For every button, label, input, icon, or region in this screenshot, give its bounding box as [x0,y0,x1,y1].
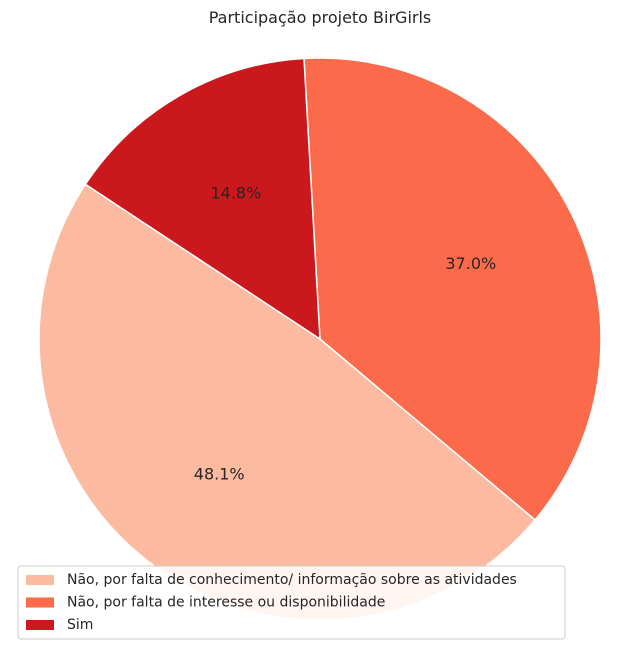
legend-frame [17,565,566,640]
slice-percent-label-2: 37.0% [445,254,496,273]
pie-slices [38,57,602,621]
legend-label-2: Não, por falta de interesse ou disponibi… [67,595,385,611]
legend: Não, por falta de conhecimento/ informaç… [17,565,566,640]
legend-label-1: Não, por falta de conhecimento/ informaç… [67,572,517,588]
slice-percent-label-3: 14.8% [210,183,261,202]
pie-slice-3 [84,57,321,340]
legend-items: Não, por falta de conhecimento/ informaç… [26,572,517,633]
legend-label-3: Sim [67,617,93,633]
legend-swatch-3 [26,620,54,630]
legend-swatch-1 [26,575,54,585]
chart-title: Participação projeto BirGirls [209,8,432,27]
slice-labels: 48.1% 37.0% 14.8% [194,183,496,483]
pie-slice-2 [303,57,602,521]
slice-percent-label-1: 48.1% [194,465,245,484]
legend-swatch-2 [26,597,54,608]
